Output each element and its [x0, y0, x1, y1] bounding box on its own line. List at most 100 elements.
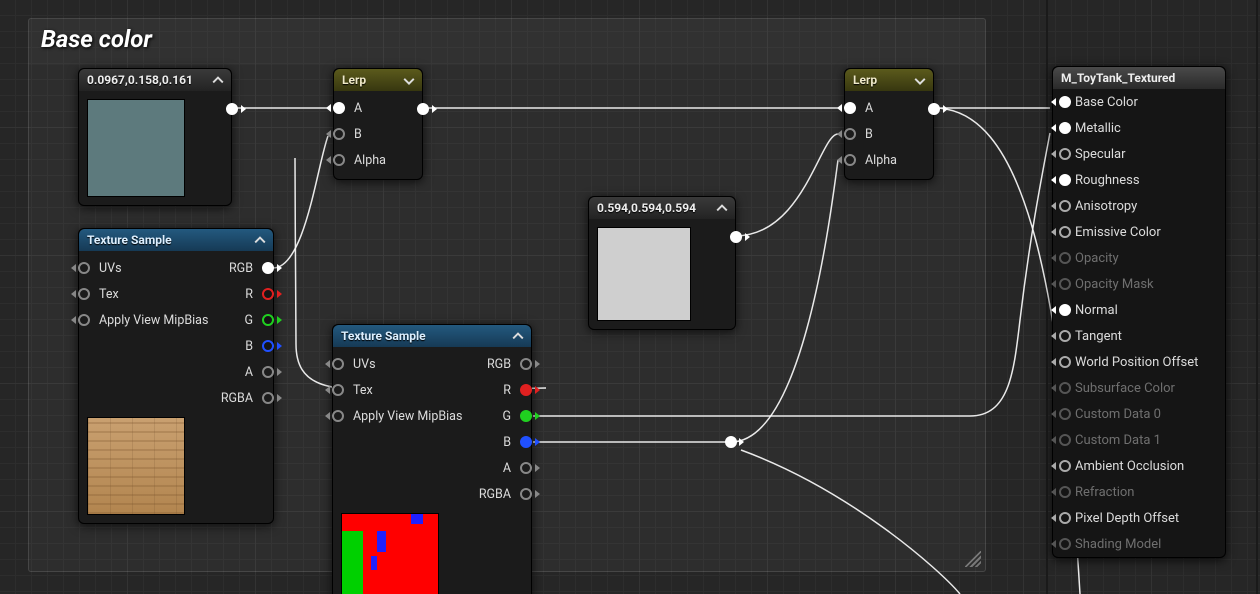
pin-label: Refraction: [1075, 485, 1134, 500]
output-pin[interactable]: [520, 488, 532, 500]
input-pin[interactable]: [332, 410, 344, 422]
output-pin[interactable]: [520, 436, 532, 448]
input-pin[interactable]: [1059, 200, 1071, 212]
output-pin[interactable]: [262, 392, 274, 404]
node-title: Lerp: [853, 73, 877, 87]
resize-handle[interactable]: [965, 551, 981, 567]
node-material-output[interactable]: M_ToyTank_Textured Base Color Metallic Spe…: [1052, 66, 1226, 558]
pin-label: Custom Data 1: [1075, 433, 1161, 448]
input-pin[interactable]: [844, 154, 856, 166]
output-pin[interactable]: [262, 340, 274, 352]
collapse-chevron-icon[interactable]: [211, 73, 225, 87]
output-pin[interactable]: [520, 358, 532, 370]
collapse-chevron-icon[interactable]: [511, 329, 525, 343]
collapse-chevron-icon[interactable]: [715, 201, 729, 215]
texture-thumbnail[interactable]: [341, 513, 439, 594]
input-pin[interactable]: [1059, 174, 1071, 186]
pin-row: Alpha: [340, 147, 416, 173]
pin-label: A: [865, 101, 873, 116]
input-pin[interactable]: [1059, 122, 1071, 134]
material-input-row: Normal: [1053, 297, 1225, 323]
pin-label: G: [462, 409, 511, 424]
output-pin[interactable]: [928, 103, 940, 115]
color-swatch[interactable]: [597, 227, 691, 321]
input-pin[interactable]: [1059, 330, 1071, 342]
input-pin[interactable]: [333, 128, 345, 140]
pin-row: Apply View MipBiasG: [85, 307, 267, 333]
input-pin[interactable]: [1059, 434, 1071, 446]
pin-row: Alpha: [851, 147, 927, 173]
pin-label: Anisotropy: [1075, 199, 1137, 214]
input-pin[interactable]: [332, 358, 344, 370]
node-lerp-1[interactable]: Lerp ABAlpha: [333, 68, 423, 180]
node-constant3-a[interactable]: 0.0967,0.158,0.161: [78, 68, 232, 206]
canvas-separator: [1046, 0, 1048, 594]
collapse-chevron-icon[interactable]: [253, 233, 267, 247]
pin-label: Opacity Mask: [1075, 277, 1154, 292]
node-header[interactable]: 0.594,0.594,0.594: [589, 197, 735, 219]
pin-label: Roughness: [1075, 173, 1140, 188]
input-pin[interactable]: [1059, 278, 1071, 290]
reroute-pin[interactable]: [725, 436, 737, 448]
input-pin[interactable]: [78, 288, 90, 300]
output-pin[interactable]: [226, 103, 238, 115]
output-pin[interactable]: [730, 231, 742, 243]
pin-label: Alpha: [865, 153, 897, 168]
node-texture-sample-wood[interactable]: Texture Sample UVsRGBTexRApply View MipB…: [78, 228, 274, 524]
pin-label: Base Color: [1075, 95, 1138, 110]
node-texture-sample-mask[interactable]: Texture Sample UVsRGBTexRApply View MipB…: [332, 324, 532, 594]
input-pin[interactable]: [1059, 538, 1071, 550]
output-pin[interactable]: [520, 410, 532, 422]
input-pin[interactable]: [844, 128, 856, 140]
pin-row: RGBA: [85, 385, 267, 411]
input-pin[interactable]: [1059, 148, 1071, 160]
node-header[interactable]: Lerp: [845, 69, 933, 91]
input-pin[interactable]: [844, 102, 856, 114]
input-pin[interactable]: [1059, 356, 1071, 368]
output-pin[interactable]: [417, 103, 429, 115]
output-pin[interactable]: [520, 462, 532, 474]
pin-label: Alpha: [354, 153, 386, 168]
pin-label: Metallic: [1075, 121, 1121, 136]
node-header[interactable]: Texture Sample: [79, 229, 273, 251]
input-pin[interactable]: [78, 262, 90, 274]
input-pin[interactable]: [332, 384, 344, 396]
output-pin[interactable]: [262, 288, 274, 300]
node-lerp-2[interactable]: Lerp ABAlpha: [844, 68, 934, 180]
output-pin[interactable]: [262, 314, 274, 326]
node-header[interactable]: Texture Sample: [333, 325, 531, 347]
comment-title[interactable]: Base color: [29, 19, 985, 65]
collapse-chevron-icon[interactable]: [913, 73, 927, 87]
output-pin[interactable]: [520, 384, 532, 396]
input-pin[interactable]: [1059, 304, 1071, 316]
collapse-chevron-icon[interactable]: [402, 73, 416, 87]
input-pin[interactable]: [1059, 252, 1071, 264]
node-header[interactable]: Lerp: [334, 69, 422, 91]
pin-label: UVs: [99, 261, 122, 276]
input-pin[interactable]: [333, 102, 345, 114]
input-pin[interactable]: [1059, 96, 1071, 108]
pin-row: A: [340, 95, 416, 121]
texture-thumbnail[interactable]: [87, 417, 185, 515]
input-pin[interactable]: [1059, 226, 1071, 238]
input-pin[interactable]: [333, 154, 345, 166]
material-input-row: Specular: [1053, 141, 1225, 167]
input-pin[interactable]: [1059, 460, 1071, 472]
output-pin[interactable]: [262, 262, 274, 274]
material-input-row: Custom Data 1: [1053, 427, 1225, 453]
material-input-row: Subsurface Color: [1053, 375, 1225, 401]
input-pin[interactable]: [1059, 486, 1071, 498]
pin-label: Normal: [1075, 303, 1118, 318]
input-pin[interactable]: [1059, 382, 1071, 394]
node-header[interactable]: M_ToyTank_Textured: [1053, 67, 1225, 89]
material-input-row: Tangent: [1053, 323, 1225, 349]
material-input-row: Ambient Occlusion: [1053, 453, 1225, 479]
pin-row: UVsRGB: [339, 351, 525, 377]
color-swatch[interactable]: [87, 99, 185, 197]
node-constant3-b[interactable]: 0.594,0.594,0.594: [588, 196, 736, 330]
node-header[interactable]: 0.0967,0.158,0.161: [79, 69, 231, 91]
output-pin[interactable]: [262, 366, 274, 378]
input-pin[interactable]: [1059, 408, 1071, 420]
input-pin[interactable]: [78, 314, 90, 326]
input-pin[interactable]: [1059, 512, 1071, 524]
